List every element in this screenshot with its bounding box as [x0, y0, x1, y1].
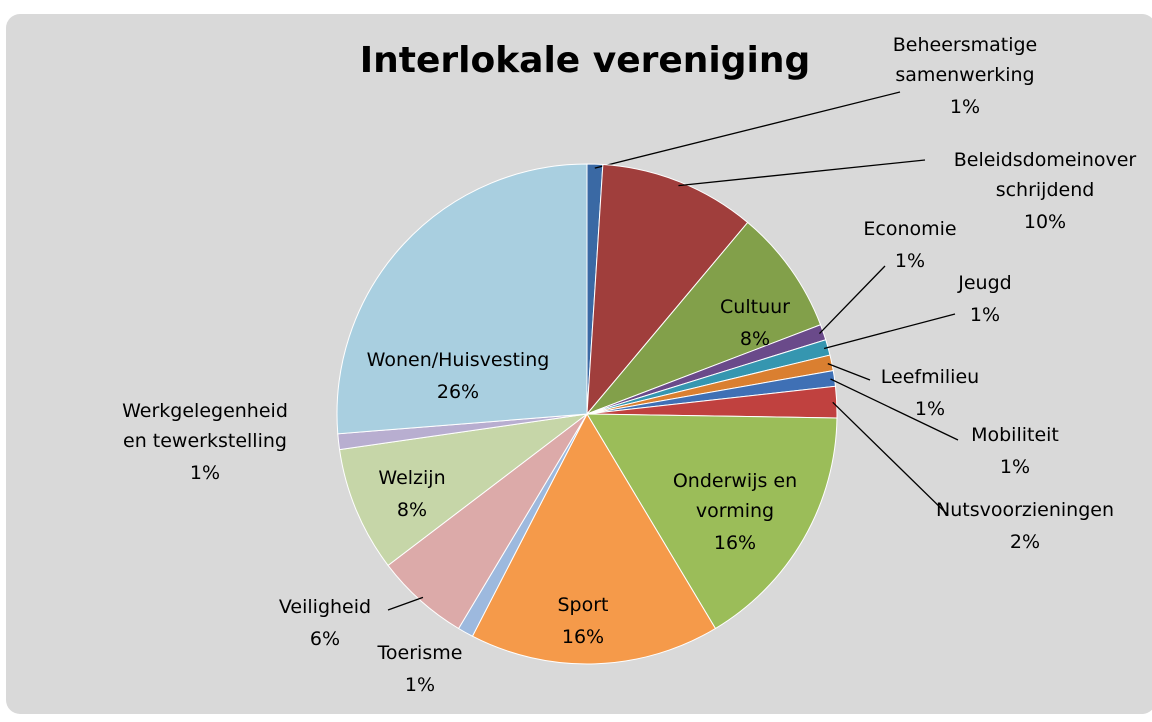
- category-label: Jeugd: [958, 272, 1012, 294]
- pie-slice: [586, 163, 749, 416]
- category-label: Wonen/Huisvesting: [366, 349, 550, 371]
- pie-slice: [585, 221, 822, 416]
- category-label: Onderwijs en vorming: [672, 470, 798, 522]
- value-label: 1%: [999, 456, 1031, 478]
- value-label: 26%: [436, 381, 480, 403]
- leader-line: [827, 363, 871, 381]
- category-label: Mobiliteit: [971, 424, 1059, 446]
- category-label: Leefmilieu: [880, 366, 980, 388]
- category-label: Nutsvoorzieningen: [935, 499, 1115, 521]
- leader-line: [830, 378, 959, 441]
- value-label: 1%: [949, 96, 981, 118]
- pie-slice: [336, 163, 588, 435]
- value-label: 1%: [914, 398, 946, 420]
- value-label: 1%: [189, 462, 221, 484]
- pie-slice: [338, 413, 589, 567]
- chart-title: Interlokale vereniging: [359, 40, 811, 81]
- value-label: 8%: [396, 499, 428, 521]
- leader-line: [387, 596, 424, 611]
- leader-line: [678, 159, 926, 187]
- category-label: Veiligheid: [278, 596, 372, 618]
- category-label: Welzijn: [378, 467, 446, 489]
- category-label: Werkgelegenheid en tewerkstelling: [122, 400, 288, 452]
- value-label: 1%: [894, 250, 926, 272]
- leader-line: [823, 313, 956, 350]
- pie-slice: [471, 412, 717, 665]
- value-label: 16%: [713, 532, 757, 554]
- value-label: 8%: [739, 328, 771, 350]
- category-label: Cultuur: [720, 296, 790, 318]
- category-label: Toerisme: [377, 642, 463, 664]
- value-label: 1%: [404, 674, 436, 696]
- category-label: Economie: [863, 218, 957, 240]
- value-label: 1%: [969, 304, 1001, 326]
- value-label: 16%: [561, 626, 605, 648]
- category-label: Beheersmatige samenwerking: [892, 34, 1038, 86]
- category-label: Sport: [557, 594, 609, 616]
- leader-line: [594, 91, 901, 169]
- pie-slice: [586, 413, 838, 630]
- category-label: Beleidsdomeinover schrijdend: [953, 149, 1137, 201]
- value-label: 2%: [1009, 531, 1041, 553]
- value-label: 6%: [309, 628, 341, 650]
- leader-line: [832, 401, 949, 516]
- leader-line: [819, 265, 886, 334]
- value-label: 10%: [1023, 211, 1067, 233]
